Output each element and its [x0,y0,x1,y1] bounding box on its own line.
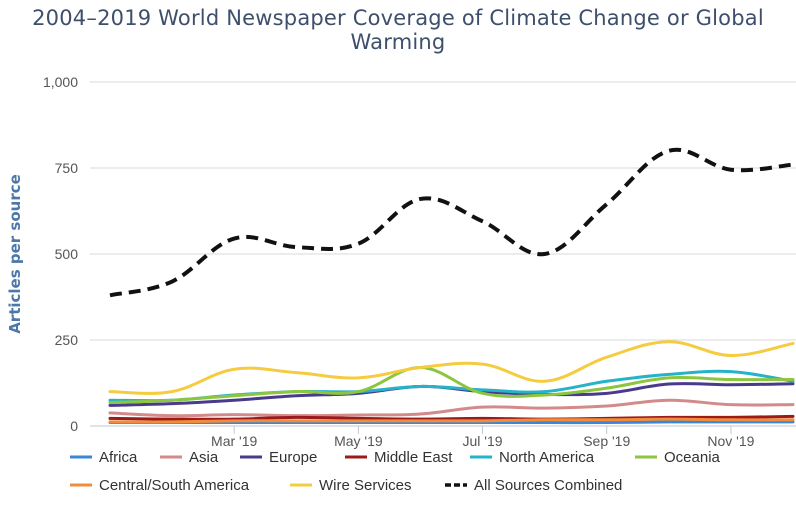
x-tick-label: May '19 [334,433,383,449]
legend-item-wire-services: Wire Services [290,477,412,494]
y-tick-label: 500 [55,246,79,262]
legend-label: Africa [99,449,138,466]
gridlines [90,81,796,427]
x-tick-label: Nov '19 [707,433,754,449]
series-line-africa [108,420,795,425]
x-tick-label: Jul '19 [463,433,503,449]
y-tick-label: 1,000 [43,74,78,90]
series-line-middle-east [108,414,795,421]
series-line-all-sources-combined [109,147,794,298]
legend-label: Oceania [664,449,721,466]
legend-item-middle-east: Middle East [345,449,453,466]
legend-item-north-america: North America [470,449,595,466]
legend-item-oceania: Oceania [635,449,721,466]
series-lines [108,147,795,425]
series-line-wire-services [108,340,795,395]
chart-title: 2004–2019 World Newspaper Coverage of Cl… [32,6,764,54]
legend-label: All Sources Combined [474,477,622,494]
series-line-oceania [108,366,795,405]
y-axis: 0 250 500 750 1,000 Articles per source [6,74,78,434]
y-tick-label: 0 [70,418,78,434]
x-tick-label: Sep '19 [583,433,630,449]
x-axis: Mar '19 May '19 Jul '19 Sep '19 Nov '19 [211,426,755,449]
legend-label: Central/South America [99,477,250,494]
y-tick-label: 750 [55,160,79,176]
legend-label: Asia [189,449,219,466]
y-axis-title: Articles per source [6,174,24,334]
legend: Africa Asia Europe Middle East North America… [70,449,721,494]
legend-item-all-sources-combined: All Sources Combined [445,477,622,494]
y-tick-label: 250 [55,332,79,348]
legend-item-asia: Asia [160,449,219,466]
series-line-asia [108,398,795,418]
legend-item-africa: Africa [70,449,138,466]
legend-label: Europe [269,449,317,466]
legend-label: Wire Services [319,477,412,494]
series-line-central-south-america [108,417,795,424]
legend-item-central-south-america: Central/South America [70,477,250,494]
legend-label: North America [499,449,595,466]
legend-item-europe: Europe [240,449,317,466]
x-tick-label: Mar '19 [211,433,257,449]
legend-label: Middle East [374,449,453,466]
